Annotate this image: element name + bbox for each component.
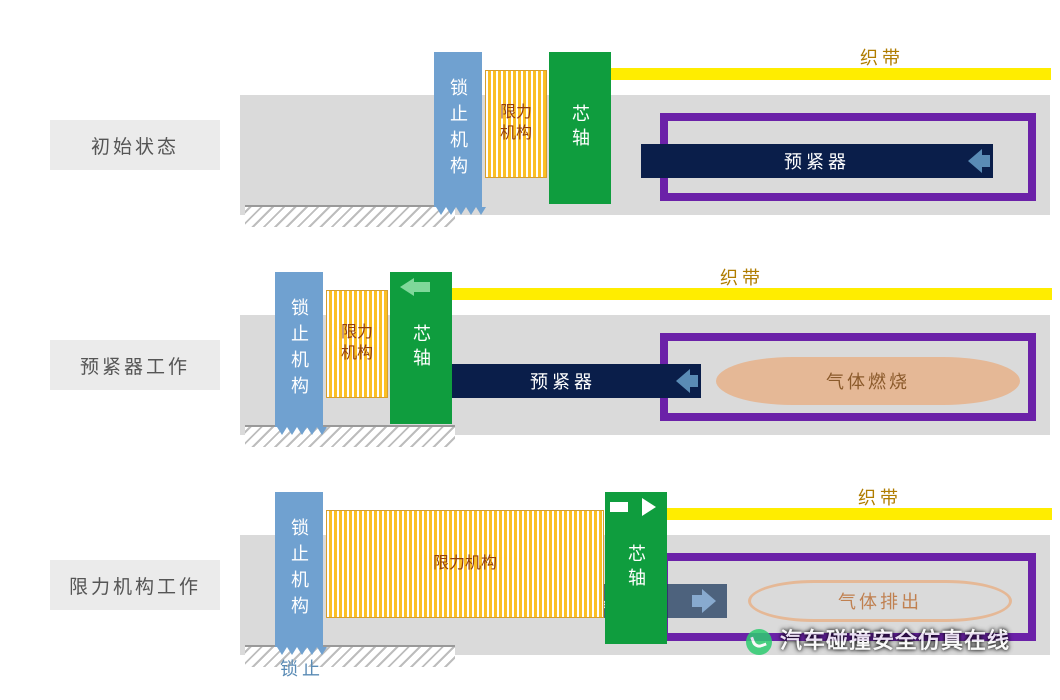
stage-pretension: 预紧器工作气体燃烧预紧器限力 机构芯轴锁止机构织带 (20, 240, 1040, 440)
pretensioner-arrowhead-icon (702, 589, 716, 613)
watermark-text: 汽车碰撞安全仿真在线 (780, 628, 1010, 653)
watermark: 汽车碰撞安全仿真在线 (746, 623, 1010, 655)
force-limiter-label: 限力机构 (433, 554, 497, 575)
lock-teeth-icon (436, 207, 486, 215)
lock-teeth-icon (277, 427, 327, 435)
stage-caption: 初始状态 (50, 120, 220, 170)
locking-mechanism: 锁止机构 (434, 52, 482, 207)
spindle-arrow-icon (412, 282, 430, 292)
pretensioner-arrow-icon (692, 595, 702, 607)
locking-mechanism: 锁止机构 (275, 272, 323, 427)
pretensioner-bar: 预紧器 (425, 364, 701, 398)
locking-mechanism: 锁止机构 (275, 492, 323, 647)
spindle-arrowhead-icon (642, 498, 656, 516)
spindle: 芯轴 (549, 52, 611, 204)
gas-combustion: 气体燃烧 (716, 357, 1020, 405)
spindle: 芯轴 (605, 492, 667, 644)
webbing-label: 织带 (720, 264, 764, 290)
force-limiter-label: 限力 机构 (500, 103, 532, 145)
stage-initial: 初始状态 预紧器 限力 机构芯轴 锁止机构 织带 (20, 20, 1040, 220)
spindle-arrowhead-icon (400, 278, 414, 296)
pretensioner-arrowhead-icon (676, 369, 690, 393)
force-limiter-label: 限力 机构 (341, 323, 373, 365)
force-limiter: 限力 机构 (485, 70, 547, 178)
stage-caption: 预紧器工作 (50, 340, 220, 390)
lock-teeth-icon (277, 647, 327, 655)
pretensioner-arrowhead-icon (968, 149, 982, 173)
webbing-label: 织带 (858, 484, 902, 510)
spindle-arrow-icon (610, 502, 628, 512)
force-limiter: 限力机构 (326, 510, 604, 618)
seatbelt-mechanism-diagram: 初始状态预紧器限力 机构芯轴锁止机构织带预紧器工作气体燃烧预紧器限力 机构芯轴锁… (20, 20, 1040, 660)
stage-limiter: 限力机构工作气体排出预紧器限力机构芯轴锁止机构锁止织带汽车碰撞安全仿真在线 (20, 460, 1040, 660)
locked-label: 锁止 (280, 655, 324, 681)
force-limiter: 限力 机构 (326, 290, 388, 398)
webbing-strip (611, 68, 1051, 80)
wechat-icon (746, 629, 772, 655)
ground-hatch (245, 205, 455, 227)
gas-exhaust: 气体排出 (748, 580, 1012, 622)
webbing-label: 织带 (860, 44, 904, 70)
pretensioner-bar: 预紧器 (641, 144, 993, 178)
stage-caption: 限力机构工作 (50, 560, 220, 610)
